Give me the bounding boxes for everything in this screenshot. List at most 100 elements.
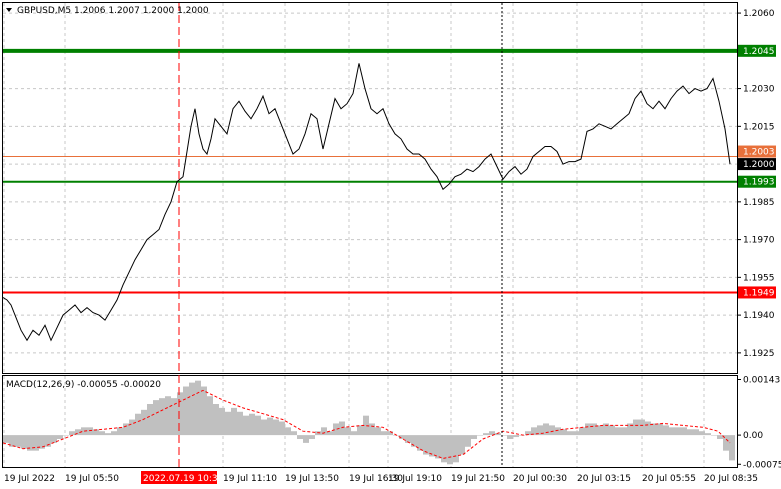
price-tick-label: 1.1940 bbox=[743, 311, 775, 321]
macd-histogram-bar bbox=[465, 435, 471, 447]
macd-histogram-bar bbox=[543, 423, 549, 436]
macd-header: MACD(12,26,9) -0.00055 -0.00020 bbox=[6, 380, 161, 390]
macd-histogram-bar bbox=[327, 431, 333, 436]
macd-histogram-bar bbox=[231, 407, 237, 436]
time-label: 20 Jul 03:15 bbox=[577, 474, 631, 484]
macd-histogram-bar bbox=[495, 433, 501, 436]
macd-histogram-bar bbox=[195, 380, 201, 436]
macd-histogram-bar bbox=[501, 435, 507, 436]
macd-histogram-bar bbox=[189, 382, 195, 436]
macd-histogram-bar bbox=[345, 427, 351, 436]
macd-histogram-bar bbox=[351, 431, 357, 436]
macd-histogram-bar bbox=[627, 423, 633, 436]
macd-histogram-bar bbox=[513, 435, 519, 438]
macd-histogram-bar bbox=[429, 435, 435, 457]
macd-histogram-bar bbox=[699, 431, 705, 436]
macd-histogram-bar bbox=[237, 411, 243, 436]
macd-histogram-bar bbox=[603, 423, 609, 436]
macd-histogram-bar bbox=[399, 435, 405, 439]
macd-histogram-bar bbox=[39, 435, 45, 449]
macd-histogram-bar bbox=[69, 431, 75, 436]
macd-histogram-bar bbox=[441, 435, 447, 463]
macd-histogram-bar bbox=[123, 423, 129, 436]
macd-histogram-bar bbox=[93, 429, 99, 436]
macd-histogram-bar bbox=[423, 435, 429, 455]
time-label: 19 Jul 13:50 bbox=[285, 474, 339, 484]
macd-histogram-bar bbox=[483, 433, 489, 436]
time-label: 20 Jul 05:55 bbox=[642, 474, 696, 484]
macd-histogram-bar bbox=[15, 435, 21, 447]
macd-histogram-bar bbox=[459, 435, 465, 455]
macd-histogram-bar bbox=[639, 419, 645, 436]
macd-histogram-bar bbox=[561, 429, 567, 436]
macd-histogram-bar bbox=[645, 421, 651, 436]
macd-histogram-bar bbox=[297, 435, 303, 439]
time-label: 19 Jul 21:50 bbox=[451, 474, 505, 484]
macd-histogram-bar bbox=[81, 427, 87, 436]
time-label: 20 Jul 08:35 bbox=[704, 474, 758, 484]
macd-axis: 0.00143 0.00 -0.00075 bbox=[737, 376, 781, 470]
macd-histogram-bar bbox=[621, 427, 627, 436]
macd-histogram-bar bbox=[219, 407, 225, 436]
macd-histogram-bar bbox=[489, 431, 495, 436]
macd-histogram-bar bbox=[153, 400, 159, 436]
macd-histogram-bar bbox=[105, 433, 111, 436]
macd-histogram-bar bbox=[111, 431, 117, 436]
macd-histogram-bar bbox=[207, 396, 213, 436]
macd-histogram-bar bbox=[657, 423, 663, 436]
macd-histogram-bar bbox=[33, 435, 39, 451]
macd-signal-line bbox=[2, 389, 731, 459]
macd-histogram-bar bbox=[729, 435, 735, 461]
macd-histogram-bar bbox=[273, 419, 279, 436]
macd-histogram-bar bbox=[135, 413, 141, 436]
level-labels: 1.2045 1.1993 1.1949 1.2003 1.2000 bbox=[738, 44, 776, 299]
macd-histogram-bar bbox=[213, 404, 219, 436]
macd-histogram-bar bbox=[291, 431, 297, 436]
macd-histogram-bar bbox=[201, 386, 207, 436]
macd-histogram-bar bbox=[357, 425, 363, 436]
macd-histogram-bar bbox=[249, 413, 255, 436]
macd-panel-frame bbox=[2, 375, 738, 468]
macd-histogram-bar bbox=[687, 429, 693, 436]
macd-histogram-bar bbox=[405, 435, 411, 443]
price-tick-label: 1.1925 bbox=[743, 349, 775, 359]
macd-histogram-bar bbox=[555, 427, 561, 436]
macd-histogram-bar bbox=[591, 423, 597, 436]
macd-histogram-bar bbox=[159, 398, 165, 436]
price-levels bbox=[3, 48, 737, 294]
price-level-badge bbox=[738, 286, 776, 299]
macd-histogram-bar bbox=[669, 427, 675, 436]
price-tick-label: 1.1955 bbox=[743, 273, 775, 283]
time-highlight-badge bbox=[141, 471, 217, 484]
macd-histogram-bar bbox=[9, 435, 15, 447]
macd-histogram-bar bbox=[129, 419, 135, 436]
macd-histogram-bar bbox=[261, 419, 267, 436]
macd-histogram-bar bbox=[597, 425, 603, 436]
macd-histogram-bar bbox=[87, 427, 93, 436]
triangle-down-icon[interactable] bbox=[6, 8, 12, 12]
macd-histogram-bar bbox=[549, 425, 555, 436]
macd-histogram-bar bbox=[279, 421, 285, 436]
macd-histogram-bar bbox=[615, 427, 621, 436]
price-level-label: 1.1993 bbox=[743, 178, 775, 188]
macd-histogram-bar bbox=[447, 435, 453, 465]
time-label: 19 Jul 2022 bbox=[4, 474, 55, 484]
macd-histogram-bar bbox=[651, 423, 657, 436]
macd-histogram-bar bbox=[579, 427, 585, 436]
macd-histogram-bar bbox=[141, 409, 147, 436]
macd-histogram-bar bbox=[321, 427, 327, 436]
macd-histogram-bar bbox=[525, 431, 531, 436]
macd-histogram-bar bbox=[369, 423, 375, 436]
macd-histogram-bar bbox=[225, 411, 231, 436]
macd-histogram-bar bbox=[147, 404, 153, 436]
macd-histogram-bar bbox=[183, 386, 189, 436]
macd-histogram-bar bbox=[339, 421, 345, 436]
macd-histogram-bar bbox=[573, 431, 579, 436]
macd-histogram-bar bbox=[711, 435, 717, 436]
macd-histogram-bar bbox=[117, 427, 123, 436]
price-line bbox=[2, 63, 731, 342]
macd-histogram-bar bbox=[285, 427, 291, 436]
time-label: 20 Jul 00:30 bbox=[513, 474, 567, 484]
macd-histogram-bar bbox=[585, 423, 591, 436]
